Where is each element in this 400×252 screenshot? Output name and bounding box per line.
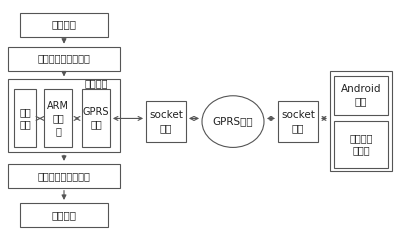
Text: ARM
处理
器: ARM 处理 器 xyxy=(47,101,69,136)
Text: socket
通信: socket 通信 xyxy=(281,110,315,133)
Bar xyxy=(334,76,388,115)
Bar xyxy=(20,13,108,37)
Bar xyxy=(8,47,120,71)
Bar xyxy=(8,164,120,188)
Text: socket
通信: socket 通信 xyxy=(149,110,183,133)
Text: GPRS
模块: GPRS 模块 xyxy=(83,107,109,130)
Text: 车载终端: 车载终端 xyxy=(84,78,108,88)
Text: 交互
界面: 交互 界面 xyxy=(19,107,31,130)
Text: Android
手机: Android 手机 xyxy=(341,84,381,106)
Bar xyxy=(44,89,72,147)
Bar xyxy=(82,89,110,147)
Bar xyxy=(20,203,108,227)
Text: 远程控制
客户端: 远程控制 客户端 xyxy=(349,133,373,155)
Bar xyxy=(146,101,186,142)
Text: 继电器及其驱动电路: 继电器及其驱动电路 xyxy=(38,171,90,181)
Bar xyxy=(278,101,318,142)
Text: 点火开关: 点火开关 xyxy=(52,210,76,220)
Ellipse shape xyxy=(202,96,264,147)
Bar xyxy=(8,79,120,152)
Bar xyxy=(14,89,36,147)
Bar xyxy=(334,121,388,168)
Text: 空调开关: 空调开关 xyxy=(52,20,76,29)
Bar xyxy=(330,71,392,171)
Text: GPRS网络: GPRS网络 xyxy=(213,117,253,127)
Text: 继电器及其驱动电路: 继电器及其驱动电路 xyxy=(38,54,90,64)
